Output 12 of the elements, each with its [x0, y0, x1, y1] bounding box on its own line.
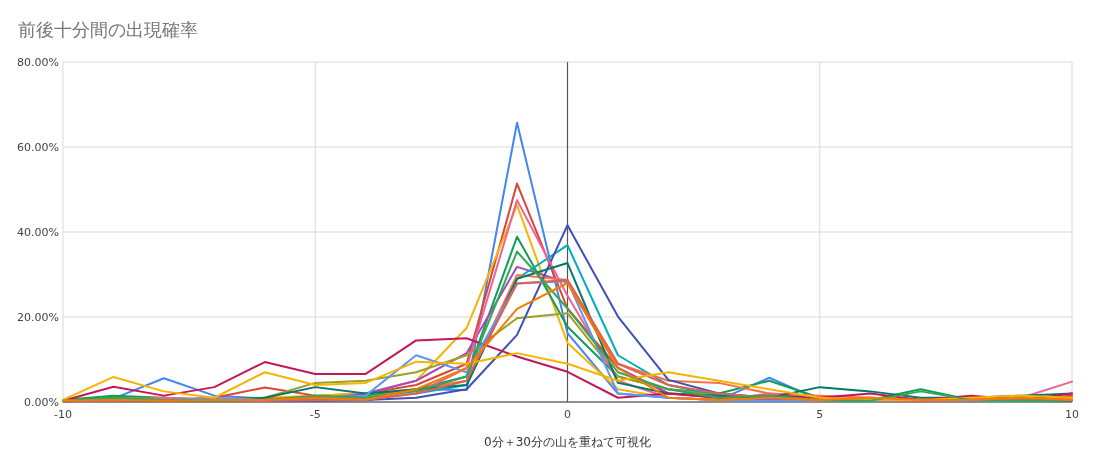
y-tick-label: 20.00%	[17, 311, 59, 324]
x-tick-label: -5	[309, 408, 321, 421]
x-axis-title: 0分＋30分の山を重ねて可視化	[484, 435, 651, 449]
x-tick-label: -10	[54, 408, 72, 421]
x-tick-label: 5	[816, 408, 824, 421]
y-tick-label: 40.00%	[17, 226, 59, 239]
y-tick-label: 80.00%	[17, 56, 59, 69]
chart-title: 前後十分間の出現確率	[18, 19, 198, 40]
x-tick-label: 0	[564, 408, 571, 421]
x-tick-label: 10	[1065, 408, 1079, 421]
y-tick-label: 0.00%	[24, 396, 59, 409]
y-tick-label: 60.00%	[17, 141, 59, 154]
